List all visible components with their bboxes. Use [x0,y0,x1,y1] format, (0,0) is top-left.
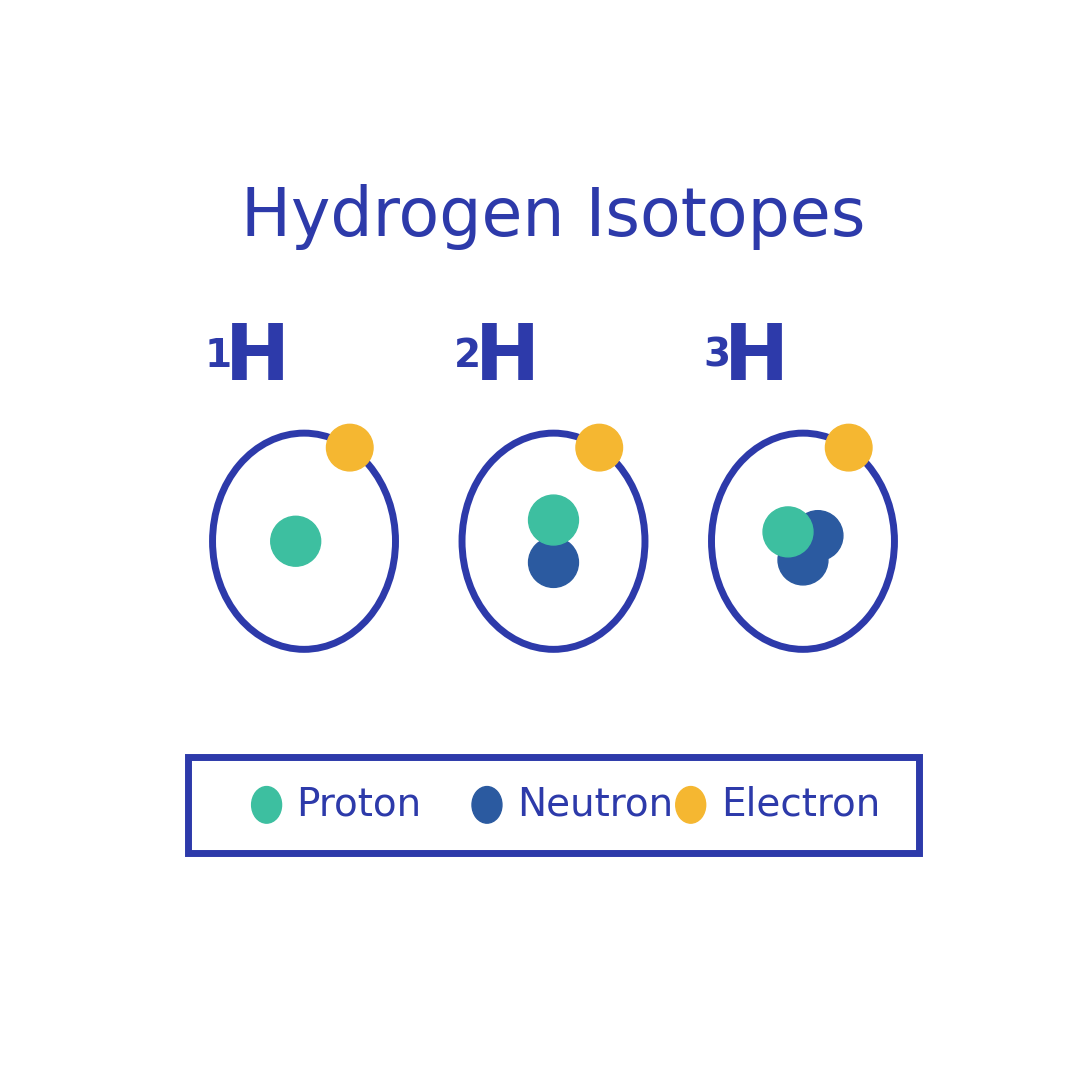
Text: H: H [225,320,291,395]
Circle shape [825,424,872,471]
Text: H: H [474,320,540,395]
Text: Hydrogen Isotopes: Hydrogen Isotopes [241,184,866,249]
Circle shape [764,507,813,557]
Text: 2: 2 [454,337,481,375]
Circle shape [528,538,579,588]
Text: Neutron: Neutron [517,786,673,824]
Ellipse shape [252,786,282,823]
Text: 3: 3 [703,337,730,375]
Circle shape [528,495,579,545]
Text: Electron: Electron [720,786,880,824]
Text: Proton: Proton [297,786,421,824]
Text: 1: 1 [204,337,231,375]
Circle shape [576,424,622,471]
Circle shape [326,424,373,471]
Ellipse shape [676,786,705,823]
FancyBboxPatch shape [188,757,919,853]
Circle shape [778,535,828,585]
Circle shape [271,516,321,566]
Ellipse shape [472,786,502,823]
Circle shape [793,511,842,561]
Text: H: H [724,320,789,395]
